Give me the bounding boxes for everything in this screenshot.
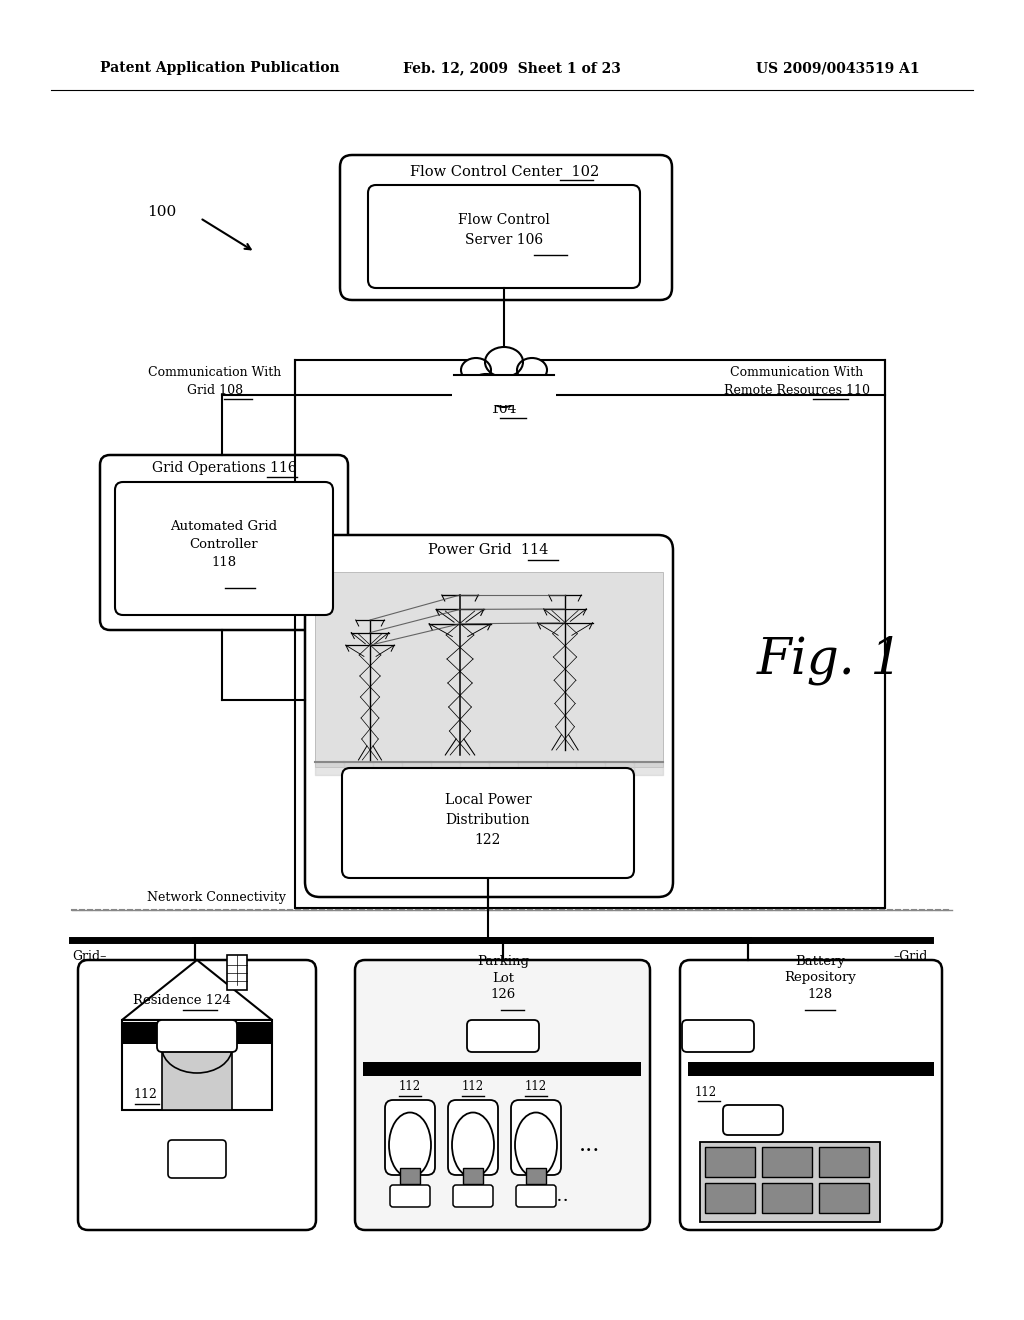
Bar [315, 572, 663, 767]
FancyBboxPatch shape [342, 768, 634, 878]
Text: Communication With
Grid 108: Communication With Grid 108 [148, 367, 282, 397]
Bar [162, 1048, 232, 1110]
Ellipse shape [485, 347, 523, 378]
Bar [819, 1183, 869, 1213]
Text: 134: 134 [525, 1191, 547, 1201]
FancyBboxPatch shape [368, 185, 640, 288]
Ellipse shape [461, 358, 490, 381]
FancyBboxPatch shape [511, 1100, 561, 1175]
Ellipse shape [389, 1113, 431, 1177]
Polygon shape [122, 960, 272, 1020]
Ellipse shape [469, 374, 503, 403]
FancyBboxPatch shape [100, 455, 348, 630]
Text: Battery
Repository
128: Battery Repository 128 [784, 954, 856, 1002]
FancyBboxPatch shape [115, 482, 333, 615]
Text: Grid Operations 116: Grid Operations 116 [152, 461, 296, 475]
Bar [762, 1147, 812, 1177]
Bar [526, 1168, 546, 1184]
Text: Network Connectivity: Network Connectivity [147, 891, 286, 904]
Text: Internet
104: Internet 104 [475, 384, 532, 416]
Text: Communication With
Remote Resources 110: Communication With Remote Resources 110 [724, 367, 870, 397]
FancyBboxPatch shape [385, 1100, 435, 1175]
Text: US 2009/0043519 A1: US 2009/0043519 A1 [757, 61, 920, 75]
Bar [463, 1168, 483, 1184]
Bar [452, 375, 556, 405]
FancyBboxPatch shape [168, 1140, 226, 1177]
FancyBboxPatch shape [680, 960, 942, 1230]
Text: Local Power
Distribution
122: Local Power Distribution 122 [444, 793, 531, 846]
Ellipse shape [489, 383, 519, 407]
Bar [688, 1063, 934, 1076]
Text: 134: 134 [185, 1152, 208, 1166]
FancyBboxPatch shape [305, 535, 673, 898]
Text: Feb. 12, 2009  Sheet 1 of 23: Feb. 12, 2009 Sheet 1 of 23 [403, 61, 621, 75]
Text: Patent Application Publication: Patent Application Publication [100, 61, 340, 75]
Text: Residence 124: Residence 124 [133, 994, 230, 1006]
Text: 112: 112 [462, 1081, 484, 1093]
Bar [362, 1063, 641, 1076]
Ellipse shape [506, 375, 538, 401]
Bar [762, 1183, 812, 1213]
Bar [819, 1147, 869, 1177]
FancyBboxPatch shape [355, 960, 650, 1230]
Bar [700, 1142, 880, 1222]
FancyBboxPatch shape [467, 1020, 539, 1052]
Bar [705, 1147, 755, 1177]
Text: ...: ... [551, 1187, 569, 1205]
Text: 120: 120 [185, 1030, 209, 1043]
FancyBboxPatch shape [340, 154, 672, 300]
Text: 112: 112 [525, 1081, 547, 1093]
FancyBboxPatch shape [723, 1105, 783, 1135]
Text: Automated Grid
Controller
118: Automated Grid Controller 118 [170, 520, 278, 569]
Text: Power Grid  114: Power Grid 114 [428, 543, 548, 557]
Bar [122, 1020, 272, 1110]
Text: 112: 112 [133, 1089, 157, 1101]
Ellipse shape [517, 358, 547, 381]
Text: 112: 112 [695, 1085, 717, 1098]
Ellipse shape [515, 1113, 557, 1177]
Text: 120: 120 [492, 1030, 515, 1043]
Text: ...: ... [580, 1134, 601, 1156]
Text: Grid–: Grid– [72, 950, 106, 964]
FancyBboxPatch shape [449, 1100, 498, 1175]
Text: 112: 112 [399, 1081, 421, 1093]
Text: 120: 120 [707, 1030, 730, 1043]
Bar [122, 1022, 272, 1044]
Text: Flow Control
Server 106: Flow Control Server 106 [458, 214, 550, 247]
Text: Parking
Lot
126: Parking Lot 126 [477, 954, 529, 1002]
Bar [705, 1183, 755, 1213]
FancyBboxPatch shape [682, 1020, 754, 1052]
Text: –Grid: –Grid [894, 950, 928, 964]
Text: 134: 134 [399, 1191, 421, 1201]
Text: 134: 134 [741, 1114, 765, 1126]
FancyBboxPatch shape [390, 1185, 430, 1206]
Bar [227, 954, 247, 990]
Text: Flow Control Center  102: Flow Control Center 102 [411, 165, 600, 180]
Text: 100: 100 [146, 205, 176, 219]
FancyBboxPatch shape [516, 1185, 556, 1206]
FancyBboxPatch shape [453, 1185, 493, 1206]
FancyBboxPatch shape [157, 1020, 237, 1052]
FancyBboxPatch shape [78, 960, 316, 1230]
Bar [295, 360, 885, 908]
Text: 134: 134 [462, 1191, 483, 1201]
Text: Fig. 1: Fig. 1 [757, 635, 903, 685]
Ellipse shape [452, 1113, 494, 1177]
Bar [400, 1168, 420, 1184]
